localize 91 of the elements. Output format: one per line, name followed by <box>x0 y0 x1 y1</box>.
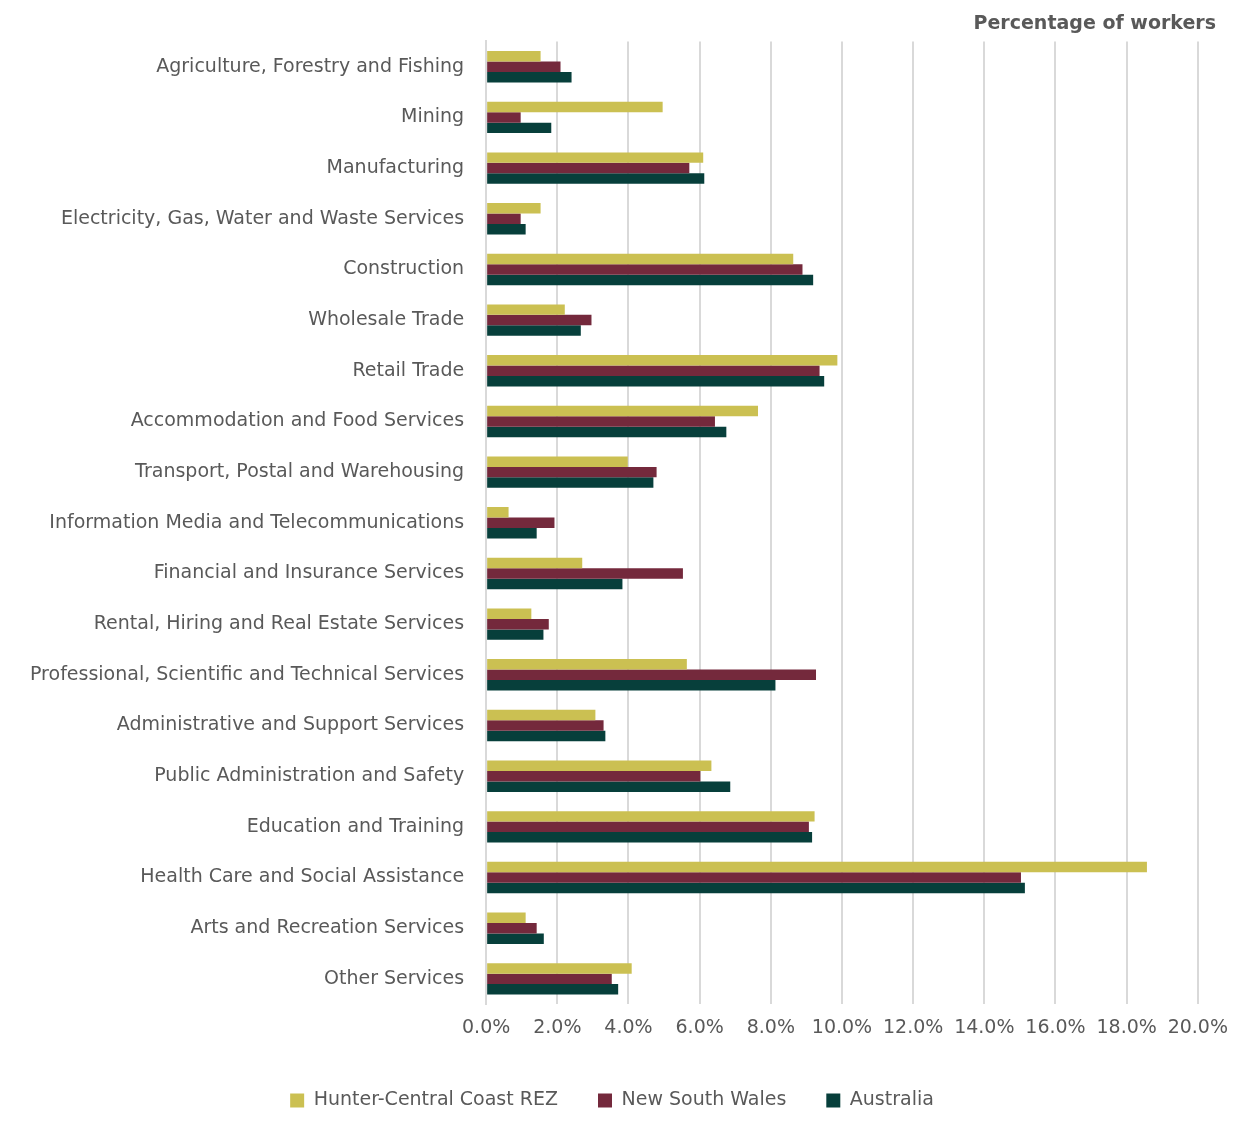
y-tick-label: Accommodation and Food Services <box>130 408 465 431</box>
bar <box>487 760 712 771</box>
bar <box>487 112 521 123</box>
bar <box>487 659 687 670</box>
x-tick-label: 6.0% <box>675 1014 724 1037</box>
bar <box>487 213 521 224</box>
y-tick-label: Education and Training <box>246 813 465 836</box>
y-tick-label: Professional, Scientific and Technical Services <box>30 661 465 684</box>
bar <box>487 264 803 275</box>
bar <box>487 781 731 792</box>
y-tick-label: Administrative and Support Services <box>116 712 465 735</box>
y-tick-label: Other Services <box>324 965 465 988</box>
bar <box>487 669 817 681</box>
y-tick-label: Transport, Postal and Warehousing <box>134 459 465 482</box>
bar <box>487 355 838 366</box>
bar <box>487 365 820 377</box>
bar <box>487 101 663 113</box>
x-tick-label: 12.0% <box>882 1014 944 1037</box>
bar <box>487 416 715 427</box>
bar <box>487 730 606 742</box>
legend-label: Hunter-Central Coast REZ <box>313 1087 558 1110</box>
bar <box>487 376 825 387</box>
y-tick-label: Manufacturing <box>326 155 465 178</box>
bar <box>487 405 759 417</box>
bar <box>487 618 549 630</box>
bar <box>487 912 526 923</box>
bar <box>487 122 552 134</box>
bar <box>487 922 537 934</box>
y-tick-label: Agriculture, Forestry and Fishing <box>156 53 465 76</box>
bar <box>487 984 619 995</box>
bar <box>487 872 1021 883</box>
y-tick-label: Construction <box>343 256 465 279</box>
bar <box>487 61 561 72</box>
bar <box>487 557 583 569</box>
y-tick-label: Arts and Recreation Services <box>190 915 465 938</box>
bar <box>487 821 809 833</box>
bar <box>487 882 1025 894</box>
bar <box>487 973 612 985</box>
legend-label: Australia <box>849 1087 934 1110</box>
y-tick-label: Public Administration and Safety <box>154 763 465 786</box>
bar <box>487 578 623 590</box>
bar <box>487 629 544 640</box>
bar <box>487 223 526 235</box>
bar <box>487 456 628 467</box>
bar <box>487 832 813 843</box>
y-tick-label: Information Media and Telecommunications <box>49 509 465 532</box>
bar <box>487 253 794 265</box>
bar <box>487 517 555 529</box>
y-tick-label: Financial and Insurance Services <box>153 560 465 583</box>
x-tick-label: 4.0% <box>604 1014 653 1037</box>
bar <box>487 203 541 214</box>
y-tick-label: Health Care and Social Assistance <box>140 864 465 887</box>
x-tick-label: 20.0% <box>1167 1014 1228 1037</box>
x-tick-label: 2.0% <box>533 1014 582 1037</box>
bar <box>487 861 1147 873</box>
bar <box>487 770 701 782</box>
bar <box>487 477 654 488</box>
bar <box>487 963 632 974</box>
y-tick-label: Wholesale Trade <box>308 307 465 330</box>
bar <box>487 314 592 326</box>
y-tick-label: Mining <box>401 104 465 127</box>
y-tick-label: Rental, Hiring and Real Estate Services <box>93 611 465 634</box>
bar <box>487 304 565 315</box>
chart-title: Percentage of workers <box>973 10 1216 33</box>
bar <box>487 811 815 822</box>
bar <box>487 51 541 62</box>
x-tick-label: 8.0% <box>746 1014 795 1037</box>
bar <box>487 568 683 579</box>
y-tick-label: Electricity, Gas, Water and Waste Services <box>60 205 465 228</box>
bar <box>487 507 509 518</box>
x-tick-label: 18.0% <box>1096 1014 1157 1037</box>
bar <box>487 680 776 691</box>
x-tick-label: 10.0% <box>811 1014 873 1037</box>
bar <box>487 709 596 721</box>
bar <box>487 325 581 336</box>
bar <box>487 71 572 83</box>
bar <box>487 274 814 286</box>
bar <box>487 528 537 539</box>
bar <box>487 426 727 438</box>
bar <box>487 933 544 944</box>
bar <box>487 720 604 731</box>
bar <box>487 608 532 619</box>
y-tick-label: Retail Trade <box>352 357 465 380</box>
bar <box>487 466 657 478</box>
bar <box>487 152 704 163</box>
x-tick-label: 0.0% <box>462 1014 511 1037</box>
x-tick-label: 16.0% <box>1025 1014 1086 1037</box>
legend-label: New South Wales <box>621 1087 787 1110</box>
x-tick-label: 14.0% <box>954 1014 1015 1037</box>
bar <box>487 162 690 174</box>
bar <box>487 173 705 184</box>
